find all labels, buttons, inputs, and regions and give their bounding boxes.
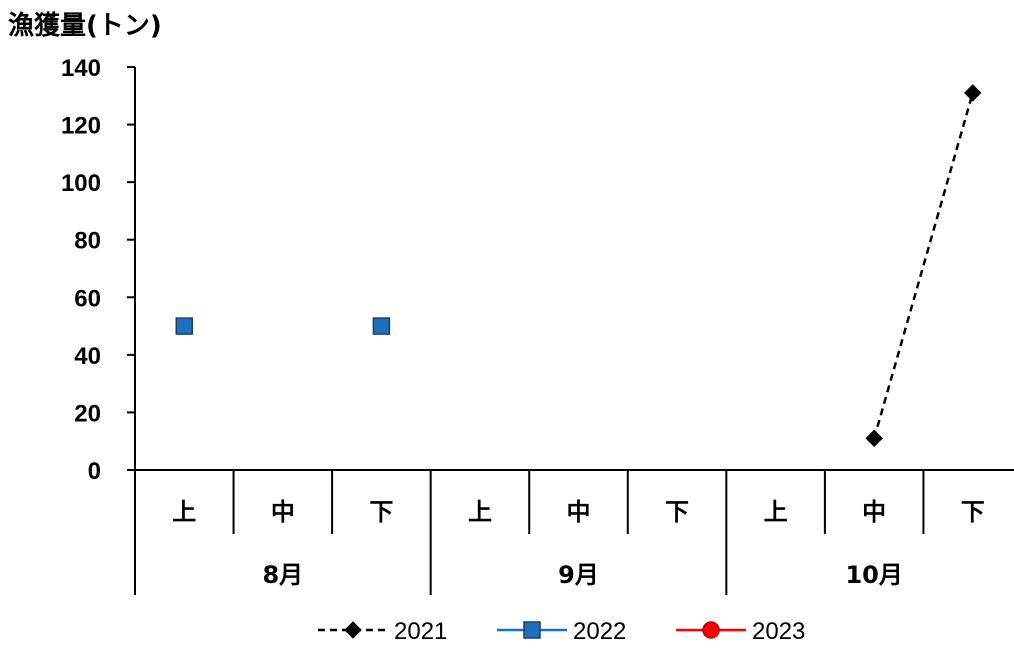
x-category-label: 下 bbox=[665, 498, 689, 526]
legend-marker-2022 bbox=[523, 621, 541, 639]
series-2021-point bbox=[865, 429, 883, 448]
x-group-label: 8月 bbox=[262, 561, 303, 589]
series-2022-point bbox=[372, 317, 391, 335]
y-axis-label: 漁獲量(トン) bbox=[8, 11, 162, 41]
y-tick-label: 140 bbox=[61, 55, 101, 82]
y-tick-label: 0 bbox=[88, 458, 101, 485]
x-category-label: 中 bbox=[271, 498, 295, 526]
x-category-label: 中 bbox=[567, 498, 591, 526]
legend-label-2021: 2021 bbox=[394, 618, 447, 645]
x-category-label: 上 bbox=[172, 498, 196, 526]
legend: 2021 2022 2023 bbox=[318, 618, 805, 645]
y-tick-label: 20 bbox=[74, 400, 101, 427]
x-category-label: 上 bbox=[764, 498, 788, 526]
axes: 0 20 40 60 80 100 120 140 上 中 下 上 中 下 上 中 下 8月 9月 10月 bbox=[61, 55, 1014, 595]
y-tick-label: 120 bbox=[61, 113, 101, 140]
x-category-label: 下 bbox=[961, 498, 985, 526]
data-marks bbox=[175, 84, 982, 448]
y-tick-label: 80 bbox=[74, 228, 101, 255]
x-category-label: 下 bbox=[369, 498, 393, 526]
y-tick-label: 60 bbox=[74, 285, 101, 312]
x-category-label: 上 bbox=[468, 498, 492, 526]
legend-marker-2021 bbox=[344, 621, 362, 639]
legend-label-2023: 2023 bbox=[752, 618, 805, 645]
y-tick-label: 40 bbox=[74, 343, 101, 370]
x-category-label: 中 bbox=[862, 498, 886, 526]
legend-label-2022: 2022 bbox=[573, 618, 626, 645]
x-group-label: 9月 bbox=[558, 561, 599, 589]
series-2021-line bbox=[872, 92, 974, 439]
y-tick-label: 100 bbox=[61, 170, 101, 197]
series-2022-point bbox=[175, 317, 194, 335]
x-group-label: 10月 bbox=[845, 561, 902, 589]
legend-marker-2023 bbox=[702, 621, 720, 639]
series-2021-point bbox=[964, 84, 982, 102]
